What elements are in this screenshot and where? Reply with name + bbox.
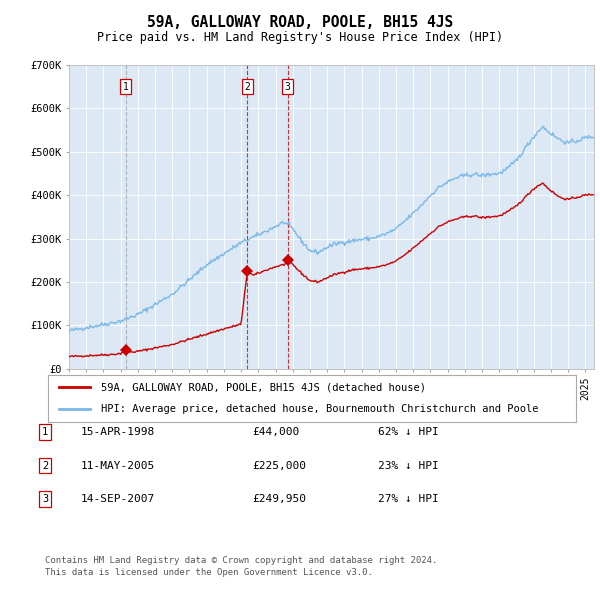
Text: 15-APR-1998: 15-APR-1998	[81, 427, 155, 437]
Text: 1: 1	[122, 81, 128, 91]
Text: 59A, GALLOWAY ROAD, POOLE, BH15 4JS: 59A, GALLOWAY ROAD, POOLE, BH15 4JS	[147, 15, 453, 30]
Text: £249,950: £249,950	[252, 494, 306, 504]
Text: 1: 1	[42, 427, 48, 437]
Text: 2: 2	[244, 81, 250, 91]
Text: £44,000: £44,000	[252, 427, 299, 437]
Text: Contains HM Land Registry data © Crown copyright and database right 2024.
This d: Contains HM Land Registry data © Crown c…	[45, 556, 437, 577]
Text: 27% ↓ HPI: 27% ↓ HPI	[378, 494, 439, 504]
Text: 3: 3	[42, 494, 48, 504]
Text: 11-MAY-2005: 11-MAY-2005	[81, 461, 155, 470]
Text: 3: 3	[285, 81, 291, 91]
Text: HPI: Average price, detached house, Bournemouth Christchurch and Poole: HPI: Average price, detached house, Bour…	[101, 404, 538, 414]
Text: 14-SEP-2007: 14-SEP-2007	[81, 494, 155, 504]
Text: 62% ↓ HPI: 62% ↓ HPI	[378, 427, 439, 437]
Text: Price paid vs. HM Land Registry's House Price Index (HPI): Price paid vs. HM Land Registry's House …	[97, 31, 503, 44]
Text: 59A, GALLOWAY ROAD, POOLE, BH15 4JS (detached house): 59A, GALLOWAY ROAD, POOLE, BH15 4JS (det…	[101, 382, 426, 392]
Text: 23% ↓ HPI: 23% ↓ HPI	[378, 461, 439, 470]
Text: £225,000: £225,000	[252, 461, 306, 470]
Text: 2: 2	[42, 461, 48, 470]
